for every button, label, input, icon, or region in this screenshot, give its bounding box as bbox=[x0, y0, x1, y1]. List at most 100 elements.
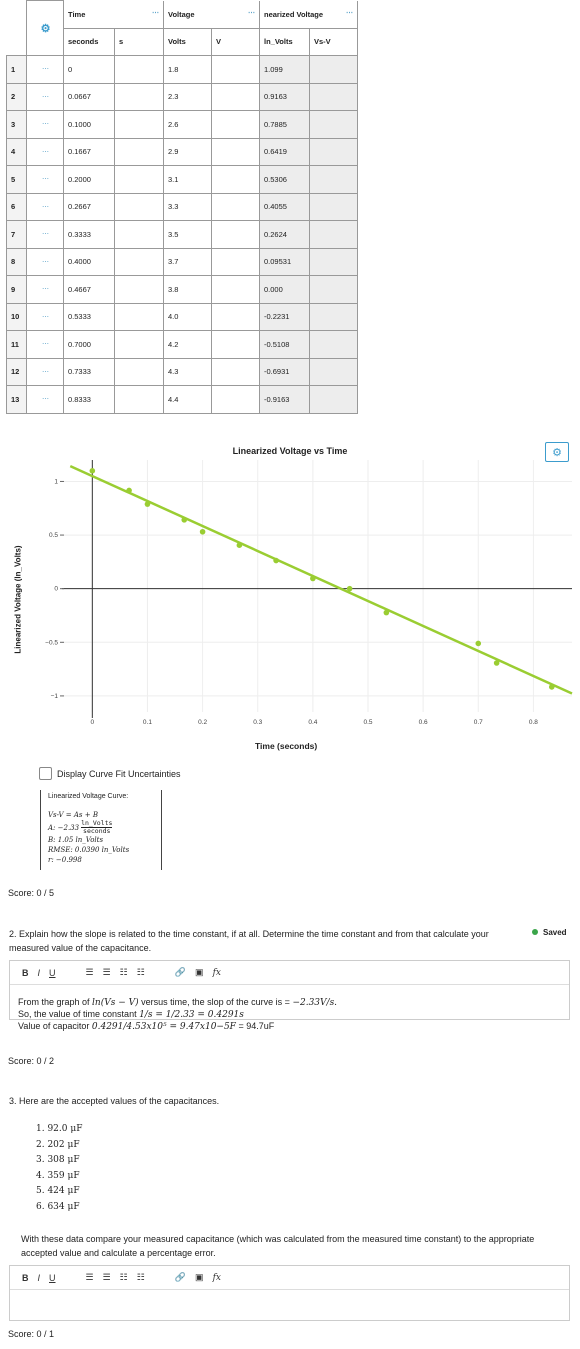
cell-voltage[interactable]: 3.1 bbox=[163, 165, 212, 194]
unit-volt[interactable]: Volts bbox=[163, 27, 212, 56]
table-settings[interactable]: ⚙ bbox=[26, 0, 64, 56]
cell-time[interactable]: 0.4000 bbox=[63, 247, 115, 276]
cell-empty[interactable] bbox=[114, 220, 164, 249]
ordered-list-icon[interactable]: ☰ bbox=[85, 967, 94, 977]
cell-voltage[interactable]: 3.5 bbox=[163, 220, 212, 249]
outdent-icon[interactable]: ☷ bbox=[136, 1272, 145, 1282]
cell-empty[interactable] bbox=[114, 137, 164, 166]
row-menu[interactable]: ⋯ bbox=[26, 275, 64, 304]
row-menu[interactable]: ⋯ bbox=[26, 330, 64, 359]
cell-time[interactable]: 0.0667 bbox=[63, 82, 115, 111]
row-menu[interactable]: ⋯ bbox=[26, 137, 64, 166]
cell-empty[interactable] bbox=[211, 165, 260, 194]
cell-empty[interactable] bbox=[114, 247, 164, 276]
cell-empty[interactable] bbox=[211, 302, 260, 331]
cell-empty[interactable] bbox=[211, 55, 260, 84]
cell-voltage[interactable]: 4.3 bbox=[163, 357, 212, 386]
cell-empty[interactable] bbox=[211, 220, 260, 249]
cell-voltage[interactable]: 4.2 bbox=[163, 330, 212, 359]
row-menu[interactable]: ⋯ bbox=[26, 192, 64, 221]
unit-lin[interactable]: ln_Volts bbox=[259, 27, 310, 56]
chart-settings-button[interactable]: ⚙ bbox=[545, 442, 569, 462]
cell-time[interactable]: 0.7000 bbox=[63, 330, 115, 359]
bullet-list-icon[interactable]: ☰ bbox=[102, 1272, 111, 1282]
indent-icon[interactable]: ☷ bbox=[119, 967, 128, 977]
cell-empty[interactable] bbox=[211, 385, 260, 414]
row-menu[interactable]: ⋯ bbox=[26, 357, 64, 386]
cell-empty[interactable] bbox=[211, 110, 260, 139]
cell-time[interactable]: 0.5333 bbox=[63, 302, 115, 331]
cell-empty[interactable] bbox=[211, 192, 260, 221]
cell-voltage[interactable]: 2.3 bbox=[163, 82, 212, 111]
row-menu[interactable]: ⋯ bbox=[26, 165, 64, 194]
column-menu-icon[interactable]: ⋯ bbox=[346, 9, 353, 17]
cell-time[interactable]: 0.7333 bbox=[63, 357, 115, 386]
answer-text-q3[interactable] bbox=[10, 1290, 569, 1314]
cell-empty[interactable] bbox=[211, 82, 260, 111]
cell-empty[interactable] bbox=[114, 192, 164, 221]
indent-icon[interactable]: ☷ bbox=[119, 1272, 128, 1282]
row-menu[interactable]: ⋯ bbox=[26, 302, 64, 331]
column-menu-icon[interactable]: ⋯ bbox=[248, 9, 255, 17]
cell-empty[interactable] bbox=[211, 275, 260, 304]
cell-time[interactable]: 0.2667 bbox=[63, 192, 115, 221]
uncertainty-checkbox[interactable] bbox=[39, 767, 52, 780]
cell-time[interactable]: 0.8333 bbox=[63, 385, 115, 414]
cell-voltage[interactable]: 3.8 bbox=[163, 275, 212, 304]
image-icon[interactable]: ▣ bbox=[195, 967, 204, 977]
unit-time-alt[interactable]: s bbox=[114, 27, 164, 56]
col-header-linearized-voltage[interactable]: nearized Voltage ⋯ bbox=[259, 0, 358, 29]
uncertainty-checkbox-row[interactable]: Display Curve Fit Uncertainties bbox=[39, 767, 181, 780]
cell-time[interactable]: 0.3333 bbox=[63, 220, 115, 249]
underline-button[interactable]: U bbox=[49, 1272, 56, 1283]
row-menu[interactable]: ⋯ bbox=[26, 82, 64, 111]
cell-empty[interactable] bbox=[211, 247, 260, 276]
column-menu-icon[interactable]: ⋯ bbox=[152, 9, 159, 17]
cell-voltage[interactable]: 4.4 bbox=[163, 385, 212, 414]
row-menu[interactable]: ⋯ bbox=[26, 110, 64, 139]
cell-time[interactable]: 0.1000 bbox=[63, 110, 115, 139]
cell-voltage[interactable]: 2.9 bbox=[163, 137, 212, 166]
formula-icon[interactable]: fx bbox=[212, 967, 221, 978]
answer-editor-q3[interactable]: B I U ☰ ☰ ☷ ☷ 🔗 ▣ fx bbox=[9, 1265, 570, 1321]
cell-empty[interactable] bbox=[114, 275, 164, 304]
row-menu[interactable]: ⋯ bbox=[26, 55, 64, 84]
bullet-list-icon[interactable]: ☰ bbox=[102, 967, 111, 977]
bold-button[interactable]: B bbox=[22, 1272, 29, 1283]
row-menu[interactable]: ⋯ bbox=[26, 385, 64, 414]
cell-time[interactable]: 0.4667 bbox=[63, 275, 115, 304]
col-header-voltage[interactable]: Voltage ⋯ bbox=[163, 0, 260, 29]
gear-icon[interactable]: ⚙ bbox=[40, 22, 51, 35]
cell-empty[interactable] bbox=[114, 110, 164, 139]
cell-empty[interactable] bbox=[114, 330, 164, 359]
answer-editor-q2[interactable]: B I U ☰ ☰ ☷ ☷ 🔗 ▣ fx From the graph of l… bbox=[9, 960, 570, 1032]
cell-time[interactable]: 0.2000 bbox=[63, 165, 115, 194]
link-icon[interactable]: 🔗 bbox=[174, 967, 187, 977]
cell-empty[interactable] bbox=[114, 82, 164, 111]
cell-empty[interactable] bbox=[211, 330, 260, 359]
scatter-chart[interactable]: 0 0.1 0.2 0.3 0.4 0.5 0.6 0.7 0.8 1 0.5 0 −0.5 −1 bbox=[0, 440, 580, 740]
italic-button[interactable]: I bbox=[37, 1272, 41, 1283]
cell-voltage[interactable]: 3.7 bbox=[163, 247, 212, 276]
cell-empty[interactable] bbox=[114, 357, 164, 386]
unit-volt-alt[interactable]: V bbox=[211, 27, 260, 56]
ordered-list-icon[interactable]: ☰ bbox=[85, 1272, 94, 1282]
outdent-icon[interactable]: ☷ bbox=[136, 967, 145, 977]
cell-empty[interactable] bbox=[211, 357, 260, 386]
gear-icon[interactable]: ⚙ bbox=[552, 446, 562, 459]
image-icon[interactable]: ▣ bbox=[195, 1272, 204, 1282]
bold-button[interactable]: B bbox=[22, 967, 29, 978]
cell-voltage[interactable]: 2.6 bbox=[163, 110, 212, 139]
formula-icon[interactable]: fx bbox=[212, 1272, 221, 1283]
link-icon[interactable]: 🔗 bbox=[174, 1272, 187, 1282]
answer-text-q2[interactable]: From the graph of ln(Vs − V) versus time… bbox=[10, 985, 569, 1045]
unit-lin-alt[interactable]: Vs-V bbox=[309, 27, 358, 56]
row-menu[interactable]: ⋯ bbox=[26, 247, 64, 276]
cell-time[interactable]: 0.1667 bbox=[63, 137, 115, 166]
cell-empty[interactable] bbox=[114, 385, 164, 414]
row-menu[interactable]: ⋯ bbox=[26, 220, 64, 249]
cell-empty[interactable] bbox=[114, 55, 164, 84]
cell-empty[interactable] bbox=[211, 137, 260, 166]
cell-voltage[interactable]: 4.0 bbox=[163, 302, 212, 331]
cell-voltage[interactable]: 1.8 bbox=[163, 55, 212, 84]
